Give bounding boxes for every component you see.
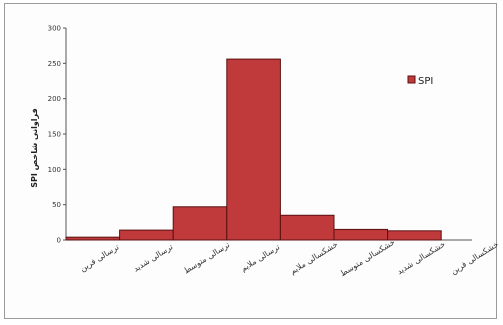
y-ticks: 0 50 100 150 200 250 300 (48, 25, 66, 245)
legend: SPI (407, 75, 433, 87)
x-category-label: خشکسالی متوسط (338, 237, 396, 278)
y-tick-label: 200 (48, 95, 61, 103)
y-tick-label: 0 (57, 237, 61, 245)
bar (172, 206, 228, 241)
x-category-label: ترسالی شدید (132, 242, 175, 273)
x-category-label: خشکسالی شدید (395, 239, 447, 276)
x-category-label: ترسالی متوسط (182, 240, 231, 275)
x-categories: ترسالی فرین ترسالی شدید ترسالی متوسط ترسالی… (78, 237, 500, 278)
bar (333, 228, 389, 241)
x-category-label: خشکسالی ملایم (288, 240, 339, 276)
y-tick-label: 250 (48, 60, 61, 68)
x-category-label: ترسالی فرین (78, 242, 120, 273)
y-tick-label: 300 (48, 25, 61, 33)
bar (65, 236, 121, 241)
y-tick-label: 100 (48, 166, 61, 174)
bar (119, 229, 174, 241)
bar (226, 58, 281, 241)
legend-swatch (407, 75, 416, 84)
x-category-label: ترسالی ملایم (239, 242, 281, 273)
y-axis-label: SPI فراوانی شاخص (30, 108, 40, 188)
y-tick-label: 150 (48, 131, 61, 139)
bar (387, 230, 442, 241)
x-category-label: خشکسالی فرین (449, 240, 500, 276)
legend-label: SPI (418, 76, 433, 87)
bar (279, 214, 335, 241)
y-tick-label: 50 (52, 201, 61, 209)
bars (65, 58, 442, 241)
